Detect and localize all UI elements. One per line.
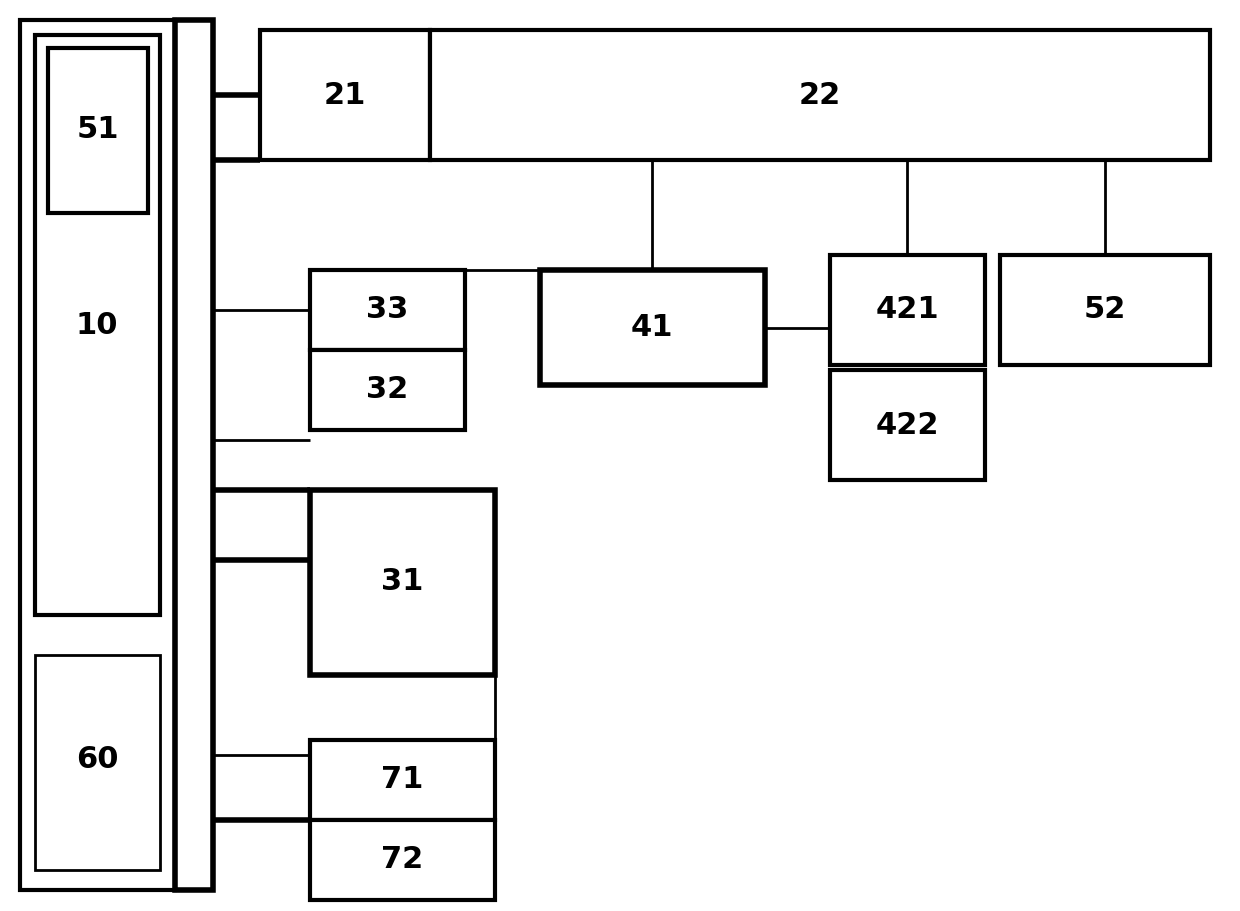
Bar: [310, 740, 495, 820]
Bar: [310, 820, 495, 900]
Bar: [310, 350, 465, 430]
Text: 21: 21: [324, 80, 366, 109]
Bar: [48, 48, 148, 213]
Bar: [830, 255, 985, 365]
Text: 22: 22: [799, 80, 841, 109]
Bar: [430, 30, 1210, 160]
Bar: [310, 490, 495, 675]
Bar: [310, 270, 465, 350]
Text: 422: 422: [875, 411, 939, 439]
Text: 60: 60: [76, 745, 118, 774]
Text: 31: 31: [381, 568, 423, 597]
Bar: [260, 30, 430, 160]
Text: 421: 421: [875, 295, 939, 324]
Text: 71: 71: [381, 765, 423, 794]
Bar: [175, 20, 213, 890]
Text: 51: 51: [77, 116, 119, 145]
Bar: [830, 370, 985, 480]
Text: 41: 41: [631, 313, 673, 343]
Text: 72: 72: [381, 845, 423, 875]
Bar: [35, 655, 160, 870]
Bar: [539, 270, 765, 385]
Text: 33: 33: [366, 295, 408, 324]
Bar: [999, 255, 1210, 365]
Text: 32: 32: [366, 375, 408, 404]
Bar: [35, 35, 160, 615]
Bar: [20, 20, 175, 890]
Text: 10: 10: [76, 311, 118, 340]
Text: 52: 52: [1084, 295, 1126, 324]
